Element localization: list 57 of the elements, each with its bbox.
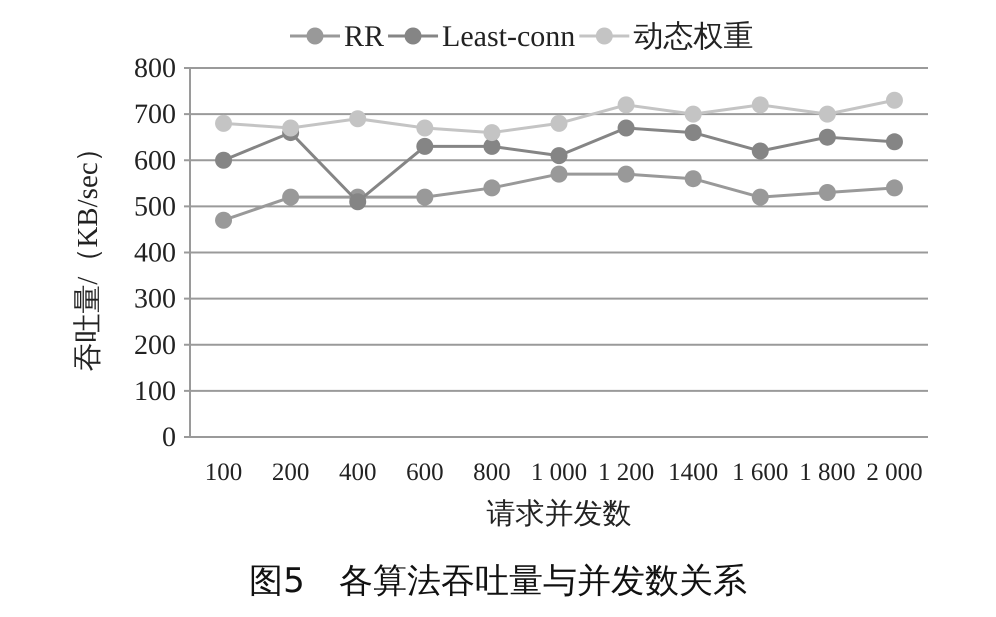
point xyxy=(550,114,568,132)
y-axis-title: 吞吐量/（KB/sec） xyxy=(72,133,104,372)
point xyxy=(752,96,769,114)
point xyxy=(886,133,903,150)
point xyxy=(818,106,836,123)
point xyxy=(550,166,568,183)
point xyxy=(618,166,635,183)
y-tick-label: 500 xyxy=(134,191,176,222)
y-tick-label: 400 xyxy=(134,238,176,268)
y-tick-label: 200 xyxy=(134,330,176,361)
x-tick-label: 1 800 xyxy=(799,459,856,486)
text: 图5 各算法吞吐量与并发数关系 xyxy=(249,561,747,601)
x-axis-title: 请求并发数 xyxy=(486,498,632,530)
x-tick-label: 400 xyxy=(338,459,376,486)
x-tick-label: 200 xyxy=(272,459,310,486)
y-tick-label: 600 xyxy=(134,145,176,176)
point xyxy=(684,106,702,123)
point xyxy=(818,128,836,146)
point xyxy=(416,138,434,155)
point xyxy=(886,179,903,196)
point xyxy=(483,138,500,155)
y-tick-label: 800 xyxy=(134,53,176,84)
point xyxy=(349,193,366,210)
point xyxy=(416,188,434,206)
x-tick-label: 1 200 xyxy=(598,459,654,486)
point xyxy=(886,92,903,109)
point xyxy=(550,147,568,164)
x-tick-label: 2 000 xyxy=(866,459,923,486)
point xyxy=(752,142,769,160)
x-tick-label: 1 600 xyxy=(732,459,788,486)
legend-label: 动态权重 xyxy=(633,20,754,53)
legend-label: Least-conn xyxy=(442,20,576,53)
point xyxy=(618,119,635,136)
y-tick-label: 0 xyxy=(162,422,176,453)
x-tick-label: 600 xyxy=(406,459,444,486)
point xyxy=(282,119,300,136)
x-tick-label: 100 xyxy=(204,459,242,486)
y-tick-label: 700 xyxy=(134,99,176,130)
point xyxy=(483,179,500,196)
point xyxy=(349,110,366,128)
y-tick-label: 100 xyxy=(134,376,176,407)
point xyxy=(416,119,434,136)
y-tick-label: 300 xyxy=(134,284,176,315)
legend-label: RR xyxy=(344,20,384,53)
point xyxy=(215,212,232,229)
point xyxy=(684,124,702,142)
x-tick-label: 800 xyxy=(473,459,511,486)
point xyxy=(282,188,300,206)
point xyxy=(684,170,702,188)
point xyxy=(752,188,769,206)
x-tick-label: 1 000 xyxy=(530,459,588,486)
point xyxy=(818,184,836,202)
point xyxy=(215,152,232,169)
point xyxy=(215,114,232,132)
point xyxy=(618,96,635,114)
x-tick-label: 1400 xyxy=(668,459,718,486)
point xyxy=(483,124,500,142)
